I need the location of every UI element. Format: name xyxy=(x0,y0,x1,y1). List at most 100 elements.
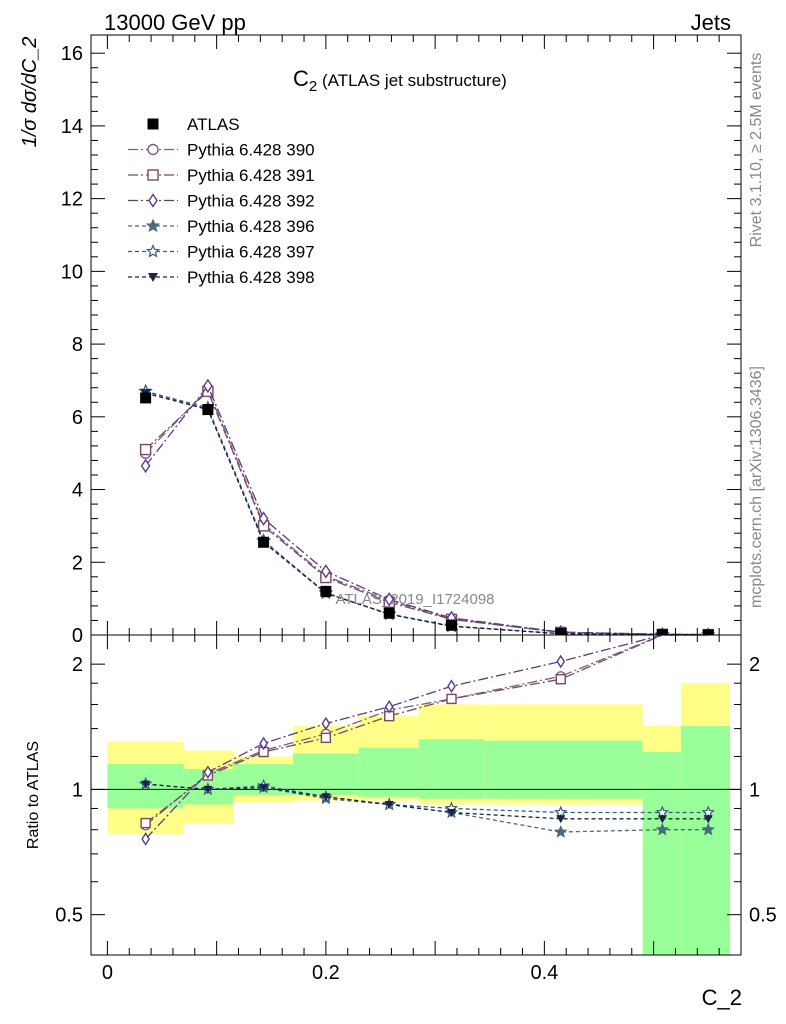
legend-marker-atlas xyxy=(147,118,159,130)
legend-item-pythia-6-428-391: Pythia 6.428 391 xyxy=(128,166,315,185)
ratio-point-pythia-6-428-396-8 xyxy=(701,822,715,836)
ratio-point-pythia-6-428-398-5 xyxy=(447,809,457,818)
main-point-atlas-4 xyxy=(383,607,395,619)
chart-title: C2 (ATLAS jet substructure) xyxy=(293,66,507,95)
main-y-tick-label-16: 16 xyxy=(61,43,83,65)
ratio-y-tick-label-right-0.5: 0.5 xyxy=(749,905,777,927)
ratio-point-pythia-6-428-398-8 xyxy=(703,815,713,824)
legend-label-pythia-6-428-397: Pythia 6.428 397 xyxy=(187,243,315,262)
legend-label-atlas: ATLAS xyxy=(187,115,240,134)
main-point-atlas-8 xyxy=(702,629,714,635)
main-y-tick-label-6: 6 xyxy=(72,407,83,429)
x-tick-label-0.2: 0.2 xyxy=(312,962,340,984)
ratio-point-pythia-6-428-398-0 xyxy=(141,780,151,789)
ratio-point-pythia-6-428-397-7 xyxy=(655,805,670,819)
ratio-y-tick-label-right-1: 1 xyxy=(749,779,760,801)
ratio-line-pythia-6-428-391 xyxy=(145,635,709,824)
main-y-tick-label-10: 10 xyxy=(61,261,83,283)
ratio-point-pythia-6-428-392-5 xyxy=(447,679,456,694)
ratio-y-tick-label-left-2: 2 xyxy=(72,654,83,676)
main-point-pythia-6-428-392-1 xyxy=(203,378,213,394)
green-band-bin-3 xyxy=(293,753,359,795)
ratio-panel-frame xyxy=(90,634,742,956)
legend-item-pythia-6-428-397: Pythia 6.428 397 xyxy=(128,243,315,262)
ratio-point-pythia-6-428-396-7 xyxy=(655,822,670,836)
y-axis-label-main-text: 1/σ dσ/dC_2 xyxy=(19,37,41,148)
ratio-series-pythia-6-428-398 xyxy=(141,780,713,824)
legend-marker-pythia-6-428-398 xyxy=(148,273,158,282)
ratio-y-tick-label-left-1: 1 xyxy=(72,779,83,801)
y-axis-label-main: 1/σ dσ/dC_2 xyxy=(19,37,41,148)
legend-item-pythia-6-428-398: Pythia 6.428 398 xyxy=(128,268,315,287)
ratio-point-pythia-6-428-397-8 xyxy=(701,805,715,819)
main-y-tick-label-2: 2 xyxy=(72,552,83,574)
legend: ATLAS Pythia 6.428 390 Pythia 6.428 391 Pyt… xyxy=(128,115,315,287)
ratio-point-pythia-6-428-398-7 xyxy=(657,815,667,824)
mcplots-label: mcplots.cern.ch [arXiv:1306.3436] xyxy=(748,366,765,608)
main-point-pythia-6-428-392-4 xyxy=(384,592,395,607)
ratio-point-pythia-6-428-391-6 xyxy=(555,674,566,685)
x-tick-label-0.4: 0.4 xyxy=(530,962,558,984)
ratio-point-pythia-6-428-391-0 xyxy=(140,817,151,829)
main-point-pythia-6-428-392-3 xyxy=(321,564,331,579)
ratio-point-pythia-6-428-392-3 xyxy=(321,716,331,731)
ratio-point-pythia-6-428-398-3 xyxy=(321,793,331,802)
process-label: Jets xyxy=(691,10,731,35)
legend-marker-pythia-6-428-392 xyxy=(148,193,158,208)
main-series-atlas xyxy=(140,392,714,635)
green-band-bin-5 xyxy=(418,739,485,799)
legend-item-pythia-6-428-396: Pythia 6.428 396 xyxy=(128,217,315,236)
x-axis-label: C_2 xyxy=(702,985,742,1010)
analysis-watermark: ATLAS_2019_I1724098 xyxy=(335,591,494,608)
ratio-point-pythia-6-428-391-5 xyxy=(446,693,457,705)
ratio-y-tick-label-right-2: 2 xyxy=(749,654,760,676)
main-y-tick-label-4: 4 xyxy=(72,480,83,502)
green-band-bin-6 xyxy=(484,740,643,799)
rivet-version-label: Rivet 3.1.10, ≥ 2.5M events xyxy=(748,53,765,248)
chart-title-main: C xyxy=(293,66,309,91)
main-y-tick-label-12: 12 xyxy=(61,189,83,211)
legend-label-pythia-6-428-390: Pythia 6.428 390 xyxy=(187,141,315,160)
legend-label-pythia-6-428-392: Pythia 6.428 392 xyxy=(187,192,315,211)
main-point-atlas-2 xyxy=(258,536,270,548)
ratio-point-pythia-6-428-397-6 xyxy=(554,805,568,819)
main-y-tick-label-0: 0 xyxy=(72,625,83,647)
ratio-point-pythia-6-428-392-1 xyxy=(203,765,213,779)
collision-label: 13000 GeV pp xyxy=(104,10,246,35)
legend-marker-pythia-6-428-396 xyxy=(145,218,161,233)
legend-marker-pythia-6-428-397 xyxy=(145,243,161,258)
legend-item-pythia-6-428-392: Pythia 6.428 392 xyxy=(128,192,315,211)
legend-marker-pythia-6-428-391 xyxy=(147,169,159,181)
ratio-point-pythia-6-428-396-6 xyxy=(554,824,568,838)
legend-marker-pythia-6-428-390 xyxy=(147,143,159,156)
main-y-tick-label-8: 8 xyxy=(72,334,83,356)
main-point-pythia-6-428-392-0 xyxy=(140,458,151,474)
main-line-pythia-6-428-398 xyxy=(145,392,709,635)
ratio-point-pythia-6-428-392-6 xyxy=(556,654,566,669)
legend-item-atlas: ATLAS xyxy=(147,115,240,134)
main-point-atlas-0 xyxy=(140,392,152,404)
legend-label-pythia-6-428-398: Pythia 6.428 398 xyxy=(187,268,315,287)
main-point-atlas-3 xyxy=(320,585,332,597)
main-point-atlas-6 xyxy=(555,628,567,635)
legend-label-pythia-6-428-396: Pythia 6.428 396 xyxy=(187,217,315,236)
main-point-atlas-1 xyxy=(202,404,214,416)
ratio-point-pythia-6-428-398-1 xyxy=(203,785,213,794)
x-tick-label-0: 0 xyxy=(102,962,113,984)
chart-title-rest: (ATLAS jet substructure) xyxy=(317,71,507,90)
y-axis-label-ratio: Ratio to ATLAS xyxy=(25,741,42,849)
ratio-point-pythia-6-428-391-3 xyxy=(320,732,332,744)
ratio-line-pythia-6-428-398 xyxy=(145,783,709,820)
main-y-tick-label-14: 14 xyxy=(61,116,83,138)
green-band-bin-4 xyxy=(358,747,419,797)
legend-label-pythia-6-428-391: Pythia 6.428 391 xyxy=(187,166,315,185)
main-point-atlas-7 xyxy=(656,629,668,635)
chart-title-sub: 2 xyxy=(309,78,317,95)
ratio-series xyxy=(138,635,715,846)
main-point-pythia-6-428-391-0 xyxy=(139,443,152,456)
ratio-point-pythia-6-428-398-4 xyxy=(384,800,394,809)
ratio-point-pythia-6-428-392-0 xyxy=(141,832,150,846)
ratio-y-tick-label-left-0.5: 0.5 xyxy=(55,905,83,927)
green-band-bin-8 xyxy=(680,726,731,955)
